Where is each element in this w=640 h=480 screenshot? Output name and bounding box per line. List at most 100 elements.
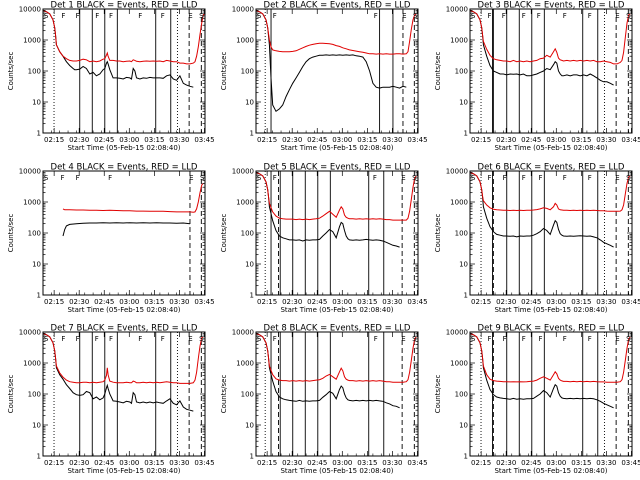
y-tick-label: 1000: [236, 360, 254, 368]
x-tick-label: 02:15: [471, 136, 491, 144]
x-axis-label: Start Time (05-Feb-15 02:08:40): [494, 306, 607, 314]
x-tick-label: 02:45: [307, 136, 327, 144]
x-tick-label: 03:45: [407, 136, 427, 144]
x-tick-label: 03:15: [144, 298, 164, 306]
segment-label: F: [76, 174, 80, 182]
x-axis-label: Start Time (05-Feb-15 02:08:40): [280, 306, 393, 314]
x-tick-label: 03:15: [571, 298, 591, 306]
y-tick-label: 1000: [450, 360, 468, 368]
x-tick-label: 03:30: [596, 298, 616, 306]
panel-title: Det 2 BLACK = Events, RED = LLD: [264, 1, 411, 11]
plot-area: [43, 332, 204, 456]
panel-title: Det 6 BLACK = Events, RED = LLD: [478, 163, 625, 173]
segment-label: F: [109, 12, 113, 20]
segment-label: F: [588, 12, 592, 20]
y-tick-label: 100: [28, 391, 41, 399]
x-tick-label: 02:15: [471, 459, 491, 467]
segment-label: F: [273, 174, 277, 182]
y-tick-label: 10: [245, 261, 254, 269]
x-tick-label: 03:00: [546, 136, 566, 144]
x-axis-label: Start Time (05-Feb-15 02:08:40): [494, 467, 607, 475]
x-axis-label: Start Time (05-Feb-15 02:08:40): [280, 144, 393, 152]
plot-area: [470, 9, 631, 133]
segment-label: F: [588, 174, 592, 182]
x-tick-label: 02:30: [282, 459, 302, 467]
segment-label: F: [61, 335, 65, 343]
x-tick-label: 03:45: [407, 459, 427, 467]
x-tick-label: 02:45: [307, 298, 327, 306]
segment-label: F: [538, 335, 542, 343]
panel-title: Det 9 BLACK = Events, RED = LLD: [478, 324, 625, 334]
y-tick-label: 1: [250, 453, 254, 461]
series-line-lld: [43, 9, 205, 65]
segment-label: F: [522, 174, 526, 182]
segment-label: S: [626, 12, 631, 20]
segment-label: F: [563, 174, 567, 182]
segment-label: F: [488, 174, 492, 182]
segment-label: F: [588, 335, 592, 343]
segment-label: F: [522, 12, 526, 20]
series-line-lld: [470, 9, 631, 65]
plot-area: [62, 171, 204, 295]
x-tick-label: 03:30: [169, 459, 189, 467]
segment-label: F: [76, 335, 80, 343]
series-line-events: [470, 171, 614, 248]
segment-label: F: [374, 335, 378, 343]
segment-label: S: [199, 335, 204, 343]
segment-label: F: [538, 174, 542, 182]
segment-label: F: [503, 174, 507, 182]
panel-title: Det 8 BLACK = Events, RED = LLD: [264, 324, 411, 334]
segment-label: S: [44, 12, 49, 20]
segment-label: E: [402, 12, 406, 20]
plot-frame: [42, 170, 206, 296]
y-axis-label: Counts/sec: [7, 375, 15, 414]
x-tick-label: 02:15: [257, 136, 277, 144]
y-tick-label: 1: [464, 130, 468, 138]
segment-label: S: [257, 12, 262, 20]
x-tick-label: 03:00: [119, 459, 139, 467]
series-line-events: [256, 9, 407, 113]
segment-label: F: [138, 12, 142, 20]
x-tick-label: 02:30: [282, 298, 302, 306]
y-tick-label: 100: [28, 68, 41, 76]
x-tick-label: 02:30: [69, 459, 89, 467]
x-axis-label: Start Time (05-Feb-15 02:08:40): [280, 467, 393, 475]
x-tick-label: 03:45: [194, 136, 214, 144]
segment-label: S: [200, 174, 205, 182]
panel-title: Det 1 BLACK = Events, RED = LLD: [51, 1, 198, 11]
y-tick-label: 1: [464, 453, 468, 461]
y-tick-label: 100: [241, 391, 254, 399]
y-tick-label: 10000: [232, 6, 254, 14]
y-tick-label: 1000: [23, 37, 41, 45]
x-tick-label: 03:15: [144, 136, 164, 144]
y-tick-label: 10: [459, 261, 468, 269]
segment-label: F: [273, 12, 277, 20]
y-axis-label: Counts/sec: [7, 52, 15, 91]
y-tick-label: 100: [455, 230, 468, 238]
plot-area: [470, 332, 631, 456]
x-tick-label: 03:45: [621, 298, 640, 306]
y-tick-label: 1000: [450, 37, 468, 45]
x-tick-label: 02:15: [44, 136, 64, 144]
x-tick-label: 02:15: [257, 459, 277, 467]
y-tick-label: 1: [37, 453, 41, 461]
x-tick-label: 03:15: [144, 459, 164, 467]
y-tick-label: 1: [250, 292, 254, 300]
y-tick-label: 1: [250, 130, 254, 138]
plot-area: [43, 9, 205, 133]
plot-frame: [42, 331, 206, 457]
x-tick-label: 03:30: [596, 459, 616, 467]
x-tick-label: 02:45: [521, 136, 541, 144]
segment-label: E: [188, 335, 192, 343]
segment-label: S: [257, 174, 262, 182]
y-axis-label: Counts/sec: [434, 375, 442, 414]
plot-area: [256, 9, 417, 133]
segment-label: S: [471, 12, 476, 20]
y-axis-label: Counts/sec: [7, 214, 15, 253]
x-axis-label: Start Time (05-Feb-15 02:08:40): [494, 144, 607, 152]
segment-label: F: [95, 335, 99, 343]
x-tick-label: 02:30: [496, 459, 516, 467]
segment-label: E: [615, 335, 619, 343]
segment-label: E: [401, 335, 405, 343]
